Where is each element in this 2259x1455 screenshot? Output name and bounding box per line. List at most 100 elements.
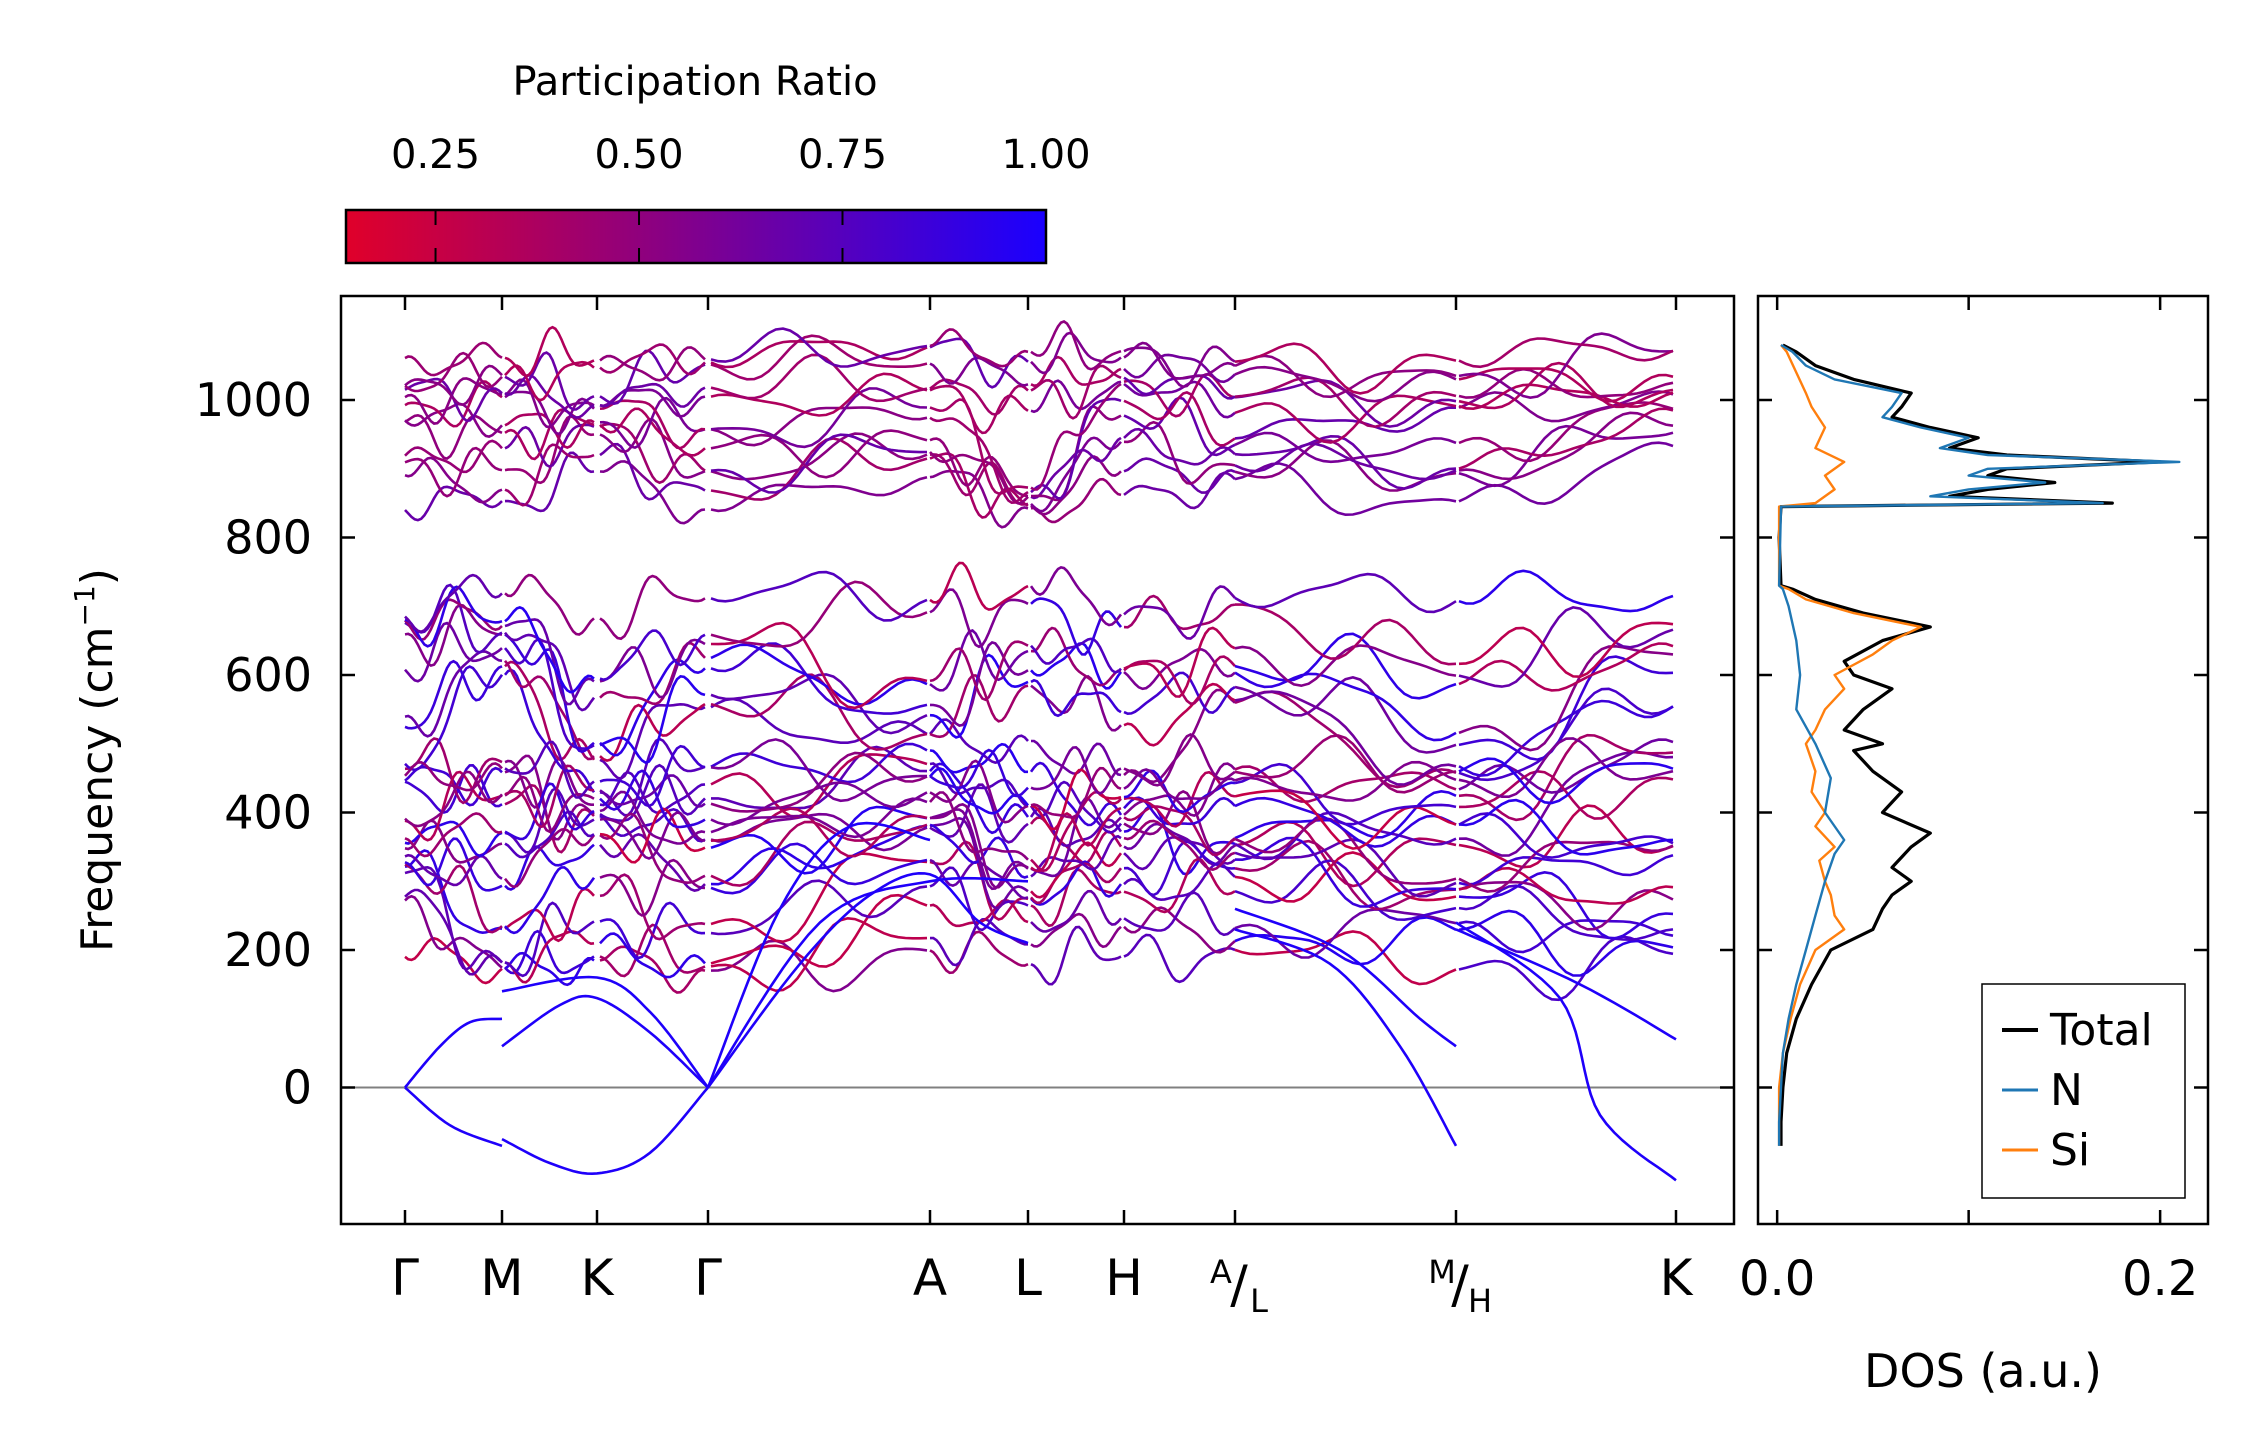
phonon-band [1030, 889, 1122, 933]
colorbar-tick-label: 0.75 [798, 132, 887, 178]
y-axis-label: Frequency (cm−1) [68, 568, 123, 952]
phonon-band [504, 754, 595, 841]
phonon-band [404, 621, 503, 683]
phonon-band [599, 460, 706, 525]
phonon-band [1123, 835, 1236, 871]
phonon-band [599, 346, 706, 382]
phonon-band [1030, 674, 1122, 732]
phonon-band [1030, 597, 1123, 656]
phonon-band [1455, 921, 1677, 1182]
phonon-band [404, 341, 503, 377]
y-tick-label: 400 [224, 786, 312, 840]
phonon-band [929, 561, 1029, 611]
phonon-band [599, 945, 706, 994]
phonon-band [599, 811, 706, 860]
y-tick-label: 200 [224, 923, 312, 977]
phonon-band [1123, 682, 1236, 747]
phonon-band [1030, 860, 1123, 906]
phonon-band [710, 570, 928, 622]
dos-panel-frame [1756, 294, 2210, 1226]
phonon-band [404, 351, 503, 393]
phonon-band [404, 665, 504, 772]
phonon-band [710, 340, 928, 369]
phonon-band [929, 930, 1029, 975]
phonon-band [1234, 690, 1457, 786]
phonon-band [710, 580, 928, 648]
phonon-band [929, 384, 1029, 435]
phonon-band [504, 866, 596, 935]
phonon-band [1234, 354, 1457, 399]
phonon-band [1030, 320, 1122, 371]
phonon-band [1030, 925, 1122, 986]
phonon-band [706, 821, 931, 1088]
phonon-band [404, 377, 503, 425]
phonon-band [599, 702, 706, 780]
phonon-band [710, 697, 928, 744]
phonon-band [599, 833, 706, 892]
phonon-band [1030, 834, 1122, 878]
phonon-band [1234, 816, 1457, 885]
phonon-band [1458, 337, 1674, 369]
phonon-band [599, 658, 706, 757]
phonon-band [710, 852, 928, 944]
phonon-band [1234, 671, 1457, 742]
phonon-band [929, 816, 1029, 910]
phonon-band [1458, 606, 1674, 688]
phonon-band [710, 437, 928, 501]
phonon-band [1123, 906, 1236, 954]
phonon-band [929, 437, 1029, 498]
phonon-band [404, 650, 503, 738]
phonon-band [1234, 796, 1457, 848]
phonon-band [1234, 851, 1457, 903]
dos-line-si [1777, 344, 1922, 1146]
phonon-band [404, 446, 503, 498]
phonon-band [404, 1086, 503, 1148]
phonon-band [404, 937, 503, 985]
phonon-band [1234, 908, 1457, 959]
phonon-band [929, 791, 1029, 861]
phonon-band [1458, 367, 1674, 399]
phonon-band [1458, 390, 1674, 423]
phonon-band [599, 382, 706, 408]
dos-x-tick-label: 0.2 [2122, 1251, 2198, 1307]
phonon-band [1030, 678, 1122, 718]
phonon-band [710, 893, 928, 968]
phonon-band [1030, 477, 1122, 524]
phonon-band [1123, 768, 1236, 801]
phonon-band [1458, 332, 1674, 400]
phonon-band [1030, 626, 1122, 687]
phonon-band [929, 674, 1029, 739]
y-tick-label: 800 [224, 511, 312, 565]
phonon-band [1458, 738, 1674, 794]
phonon-band [930, 803, 1029, 889]
phonon-band [599, 574, 706, 641]
phonon-band [1030, 768, 1122, 831]
phonon-band [1458, 621, 1674, 679]
phonon-band [710, 812, 928, 852]
phonon-band [706, 871, 1029, 1089]
phonon-band [504, 351, 595, 411]
phonon-band [1030, 797, 1122, 878]
k-point-label-top: M [1428, 1253, 1456, 1291]
phonon-band [501, 994, 709, 1089]
phonon-band [599, 858, 706, 917]
phonon-band [929, 337, 1029, 389]
phonon-band [1123, 648, 1236, 691]
phonon-band [1458, 880, 1674, 931]
phonon-band [1234, 442, 1457, 481]
phonon-band [1123, 857, 1236, 914]
phonon-band [504, 660, 596, 761]
phonon-band [404, 865, 503, 971]
phonon-band [1458, 699, 1674, 777]
k-point-label-bottom: H [1468, 1282, 1492, 1320]
phonon-band [504, 810, 595, 859]
phonon-band [929, 866, 1029, 932]
phonon-band [404, 439, 503, 474]
y-tick-label: 1000 [195, 373, 312, 427]
phonon-band [599, 769, 706, 829]
phonon-band [929, 469, 1029, 529]
phonon-band [929, 718, 1029, 764]
phonon-band [1123, 396, 1236, 457]
phonon-band [504, 573, 595, 636]
phonon-band [599, 790, 706, 845]
